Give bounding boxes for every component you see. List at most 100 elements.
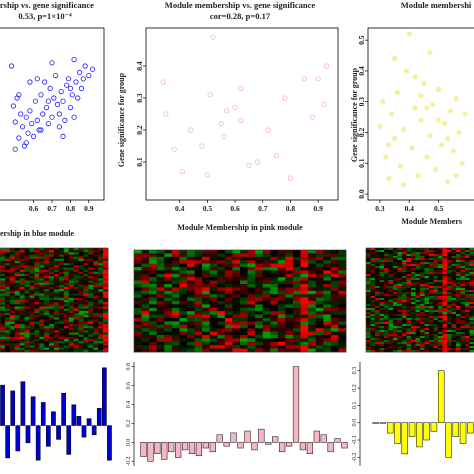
heatmap-cell [83, 284, 89, 288]
heatmap-cell [224, 290, 233, 295]
heatmap-cell [34, 295, 40, 299]
heatmap-cell [34, 252, 40, 255]
heatmap-cell [9, 332, 16, 335]
heatmap-cell [424, 332, 430, 335]
heatmap-cell [370, 296, 376, 299]
heatmap-cell [58, 282, 65, 286]
heatmap-cell [406, 318, 412, 321]
heatmap-cell [429, 258, 434, 261]
heatmap-cell [393, 316, 398, 319]
heatmap-cell [285, 318, 294, 322]
heatmap-cell [270, 256, 279, 261]
heatmap-cell [83, 269, 89, 273]
heatmap-cell [103, 274, 109, 277]
heatmap-cell [24, 289, 30, 292]
heatmap-cell [338, 267, 347, 271]
heatmap-cell [379, 322, 385, 325]
heatmap-cell [433, 268, 439, 271]
heatmap-cell [411, 286, 416, 289]
heatmap-cell [379, 308, 385, 311]
heatmap-cell [202, 270, 211, 275]
heatmap-cell [29, 284, 35, 288]
heatmap-cell [451, 294, 457, 297]
heatmap-cell [19, 349, 25, 353]
heatmap-cell [438, 344, 443, 347]
heatmap-cell [330, 297, 339, 302]
heatmap-cell [83, 250, 89, 253]
heatmap-cell [83, 254, 89, 257]
heatmap-cell [54, 297, 60, 301]
heatmap-cell [388, 318, 394, 321]
heatmap-cell [438, 310, 443, 313]
heatmap-cell [433, 252, 439, 255]
heatmap-cell [0, 250, 6, 253]
heatmap-cell [330, 290, 339, 295]
heatmap-cell [0, 308, 6, 312]
heatmap-cell [375, 350, 380, 353]
heatmap-cell [0, 336, 6, 340]
heatmap-cell [411, 252, 416, 255]
x-tick-label: 0.8 [286, 204, 296, 213]
heatmap-cell [58, 287, 65, 290]
heatmap-cell [134, 277, 142, 281]
heatmap-cell [255, 273, 264, 278]
heatmap-cell [375, 280, 380, 283]
heatmap-cell [78, 293, 84, 296]
heatmap-cell [44, 326, 50, 329]
heatmap-cell [44, 282, 50, 286]
heatmap-cell [433, 314, 439, 317]
heatmap-cell [24, 349, 30, 353]
heatmap-cell [375, 338, 380, 341]
heatmap-cell [330, 318, 339, 322]
heatmap-cell [456, 290, 461, 293]
heatmap-cell [379, 254, 385, 257]
heatmap-cell [370, 270, 376, 273]
heatmap-cell [420, 262, 425, 265]
bar [107, 425, 112, 461]
heatmap-cell [63, 252, 70, 255]
heatmap-cell [420, 332, 425, 335]
heatmap-cell [29, 330, 35, 333]
heatmap-cell [19, 306, 25, 309]
heatmap-cell [68, 317, 74, 320]
heatmap-cell [134, 321, 142, 326]
heatmap-cell [469, 250, 474, 253]
heatmap-cell [420, 312, 425, 315]
heatmap-cell [14, 341, 20, 344]
heatmap-cell [19, 271, 25, 275]
heatmap-cell [411, 342, 416, 345]
heatmap-cell [370, 346, 376, 349]
heatmap-cell [469, 320, 474, 323]
heatmap-cell [379, 320, 385, 323]
heatmap-cell [388, 316, 394, 319]
heatmap-cell [19, 297, 25, 301]
heatmap-cell [393, 282, 398, 285]
heatmap-cell [429, 276, 434, 279]
scatter-point [69, 92, 75, 98]
heatmap-cell [54, 263, 60, 266]
heatmap-cell [156, 314, 165, 319]
heatmap-cell [63, 317, 70, 320]
heatmap-cell [384, 248, 389, 251]
heatmap-cell [209, 273, 218, 278]
heatmap-cell [0, 284, 6, 288]
heatmap-cell [103, 347, 109, 351]
heatmap-cell [262, 253, 271, 258]
heatmap-cell [456, 326, 461, 329]
heatmap-cell [460, 312, 466, 315]
heatmap-cell [58, 256, 65, 260]
heatmap-cell [73, 313, 79, 316]
heatmap-cell [379, 336, 385, 339]
heatmap-cell [78, 282, 84, 286]
heatmap-cell [224, 297, 233, 302]
heatmap-cell [262, 277, 271, 281]
heatmap-cell [300, 297, 309, 302]
heatmap-cell [411, 266, 416, 269]
heatmap-cell [402, 336, 407, 339]
heatmap-cell [451, 312, 457, 315]
heatmap-cell [393, 314, 398, 317]
heatmap-cell [78, 263, 84, 266]
heatmap-cell [366, 286, 371, 289]
heatmap-cell [262, 314, 271, 319]
heatmap-cell [415, 284, 421, 287]
